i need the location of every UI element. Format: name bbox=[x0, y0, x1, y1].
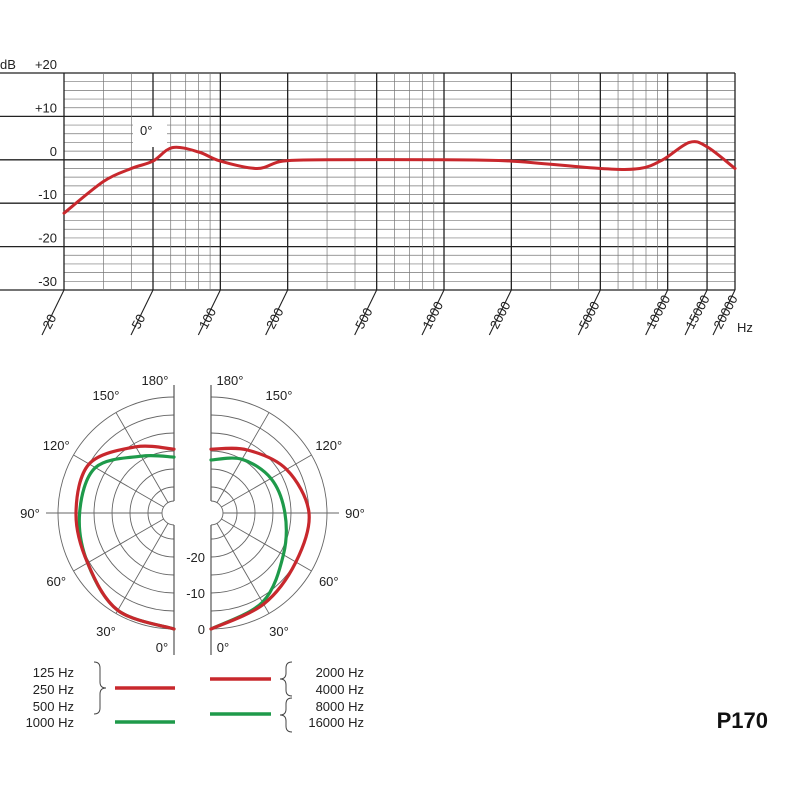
polar-angle-label: 120° bbox=[43, 438, 70, 453]
polar-angle-label: 30° bbox=[269, 624, 289, 639]
polar-spoke bbox=[216, 523, 270, 614]
polar-angle-label: 60° bbox=[46, 574, 66, 589]
frequency-response-curve bbox=[62, 140, 737, 215]
polar-spoke bbox=[115, 523, 169, 614]
frequency-response-chart: 20 50 100 200 500 1000 2000 5000 10000 1500020000… bbox=[0, 57, 753, 336]
x-tick-label: 1000 bbox=[419, 299, 446, 332]
x-tick-label: 15000 bbox=[682, 292, 712, 331]
polar-angle-label: 180° bbox=[142, 373, 169, 388]
tick-slant-line bbox=[354, 289, 378, 336]
x-tick-label: 10000 bbox=[643, 292, 673, 331]
polar-curve-right bbox=[209, 446, 311, 631]
polar-angle-label: 60° bbox=[319, 574, 339, 589]
tick-slant-line bbox=[421, 289, 445, 336]
tick-slant-line bbox=[130, 289, 154, 336]
y-tick-label: -30 bbox=[38, 274, 57, 289]
legend-label: 2000 Hz bbox=[316, 665, 364, 680]
polar-angle-label: 120° bbox=[315, 438, 342, 453]
polar-angle-label: 150° bbox=[266, 388, 293, 403]
tick-slant-line bbox=[577, 289, 601, 336]
y-tick-label: 0 bbox=[50, 144, 57, 159]
y-axis-label: dB bbox=[0, 57, 16, 72]
legend-label: 4000 Hz bbox=[316, 682, 364, 697]
polar-db-label: -10 bbox=[186, 586, 205, 601]
polar-db-label: -20 bbox=[186, 550, 205, 565]
x-tick-label: 200 bbox=[263, 305, 286, 331]
y-tick-label: -20 bbox=[38, 231, 57, 246]
x-axis-label: Hz bbox=[737, 320, 753, 335]
polar-spoke bbox=[216, 412, 270, 503]
polar-half-left: 180° 150° 120° 90° 60° 30° 0° bbox=[20, 373, 176, 655]
tick-slant-line bbox=[265, 289, 289, 336]
polar-db-label: 0 bbox=[198, 622, 205, 637]
legend-label: 125 Hz bbox=[33, 665, 74, 680]
polar-curve-left bbox=[74, 444, 176, 631]
polar-angle-label: 0° bbox=[217, 640, 229, 655]
legend-label: 8000 Hz bbox=[316, 699, 364, 714]
polar-spoke bbox=[221, 518, 312, 572]
polar-angle-label: 180° bbox=[217, 373, 244, 388]
polar-spoke bbox=[221, 454, 312, 508]
x-tick-label: 5000 bbox=[576, 299, 603, 332]
legend-brace bbox=[93, 661, 107, 715]
legend-brace bbox=[279, 661, 293, 697]
polar-angle-label: 150° bbox=[93, 388, 120, 403]
polar-angle-label: 90° bbox=[345, 506, 365, 521]
tick-slant-line bbox=[684, 289, 708, 336]
tick-slant-line bbox=[197, 289, 221, 336]
curve-annotation: 0° bbox=[140, 123, 152, 138]
y-tick-label: +10 bbox=[35, 100, 57, 115]
model-name: P170 bbox=[717, 708, 768, 733]
polar-angle-label: 90° bbox=[20, 506, 40, 521]
tick-slant-line bbox=[41, 289, 65, 336]
tick-slant-line bbox=[645, 289, 669, 336]
legend-label: 500 Hz bbox=[33, 699, 74, 714]
x-tick-label: 100 bbox=[196, 305, 219, 331]
legend-label: 250 Hz bbox=[33, 682, 74, 697]
y-tick-label: -10 bbox=[38, 187, 57, 202]
polar-angle-label: 30° bbox=[96, 624, 116, 639]
polar-ring bbox=[161, 500, 175, 526]
polar-angle-label: 0° bbox=[156, 640, 168, 655]
x-tick-label: 500 bbox=[352, 305, 375, 331]
annotation-box bbox=[133, 117, 167, 147]
polar-half-right: 180° 150° 120° 90° 60° 30° 0° bbox=[209, 373, 365, 655]
legend-label: 1000 Hz bbox=[26, 715, 74, 730]
legend-label: 16000 Hz bbox=[308, 715, 364, 730]
tick-slant-line bbox=[488, 289, 512, 336]
x-tick-label: 50 bbox=[128, 312, 148, 332]
tick-slant-line bbox=[712, 289, 736, 336]
polar-pattern-chart: 180° 150° 120° 90° 60° 30° 0° 180° 150° 120° 90° 60… bbox=[20, 373, 365, 655]
x-tick-label: 20 bbox=[39, 312, 59, 332]
polar-curve-left bbox=[77, 453, 176, 631]
x-tick-label: 2000 bbox=[487, 299, 514, 332]
legend-brace bbox=[279, 697, 293, 733]
polar-ring bbox=[210, 500, 224, 526]
y-tick-label: +20 bbox=[35, 57, 57, 72]
polar-curve-right bbox=[209, 456, 288, 631]
